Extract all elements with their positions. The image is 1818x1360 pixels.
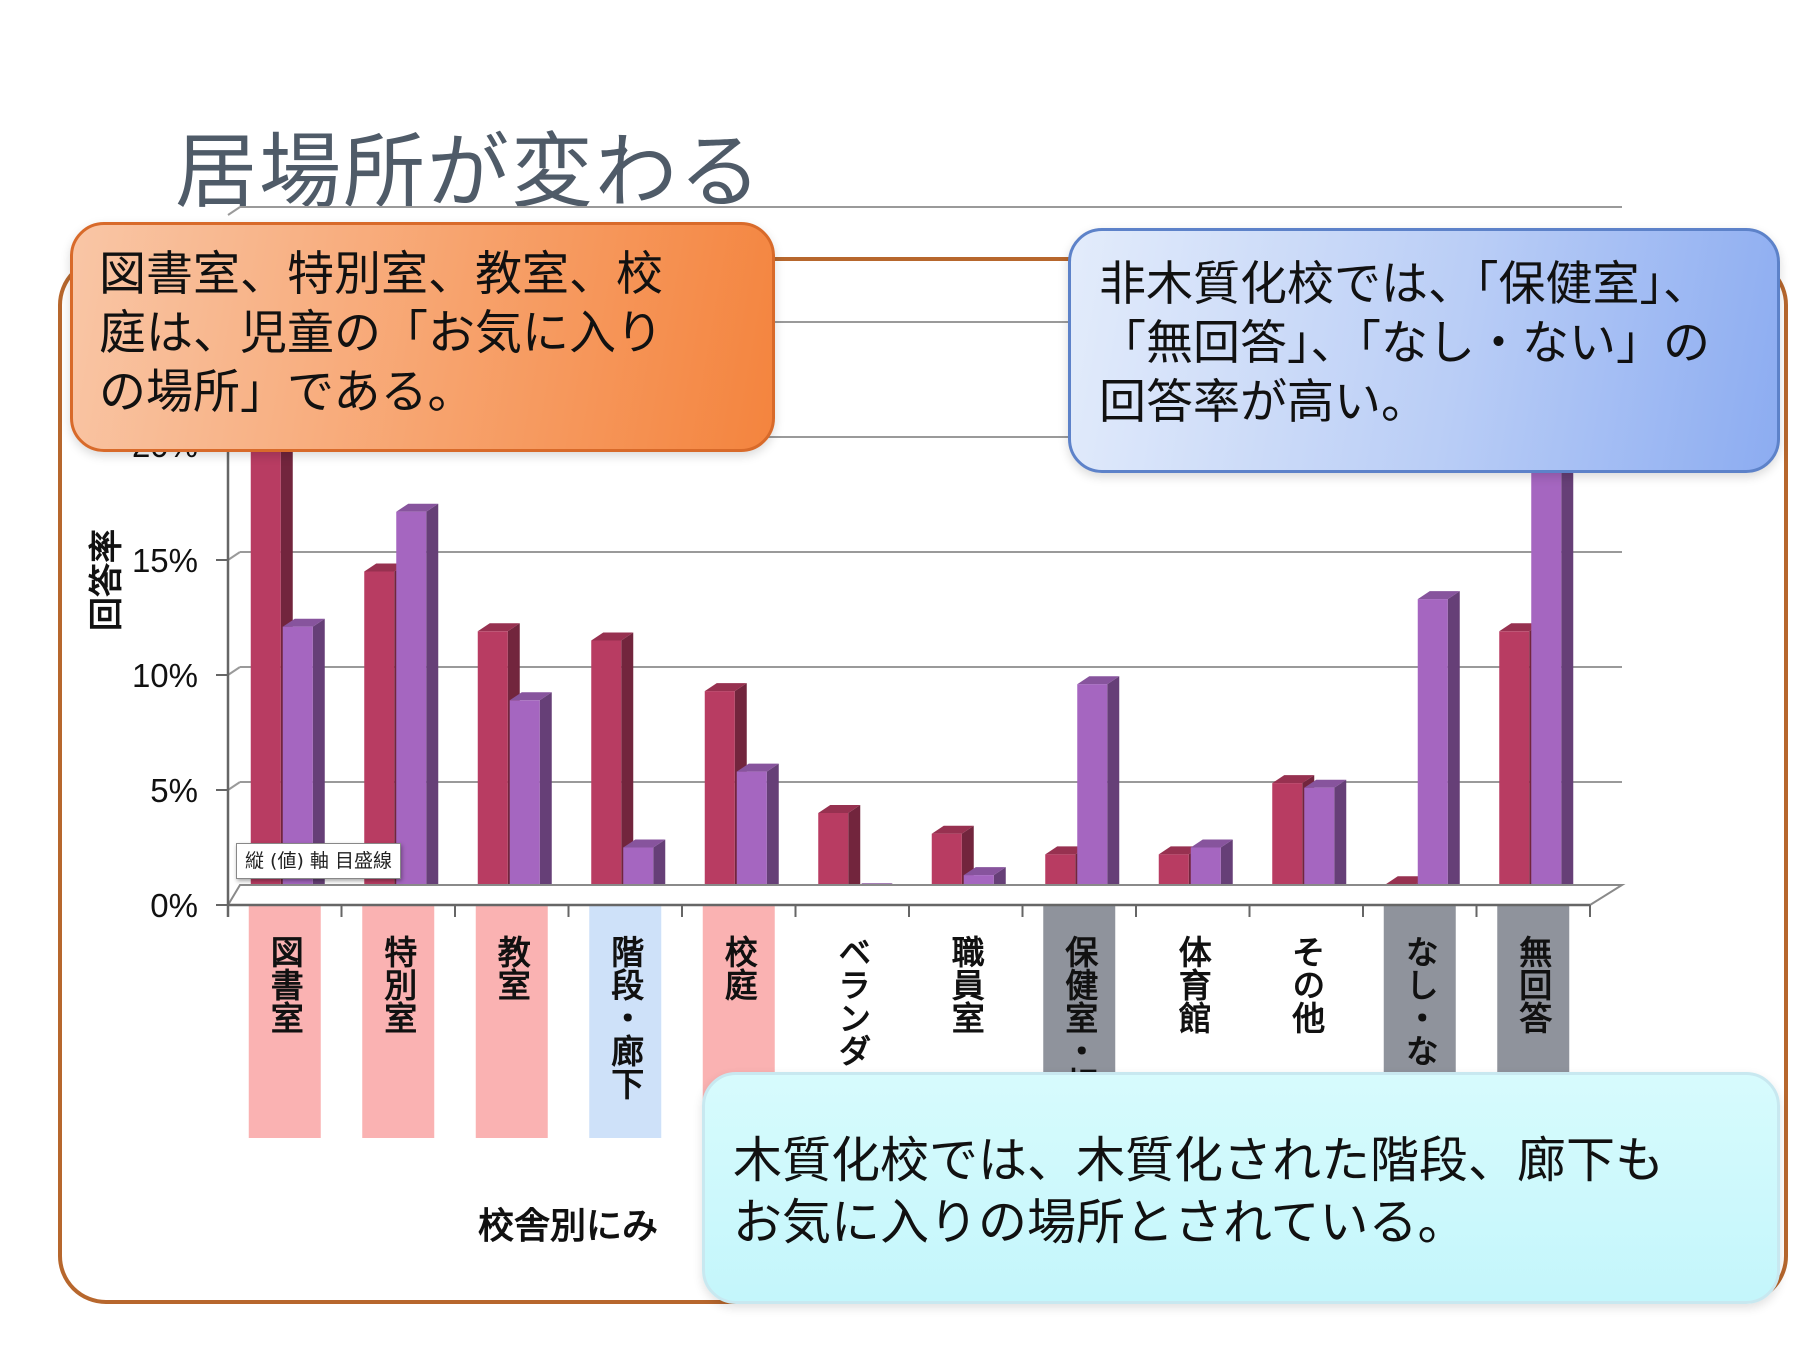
bar-front	[477, 631, 508, 905]
bar-top	[931, 825, 974, 834]
bar-top	[1417, 591, 1460, 600]
bar-side	[312, 618, 325, 905]
bar-side	[426, 503, 439, 905]
gridline-depth	[227, 551, 241, 561]
category-label: 体育館	[1173, 935, 1212, 1034]
y-tick-label: 0%	[150, 887, 198, 924]
gridline-depth	[227, 206, 241, 216]
bar-front	[591, 640, 622, 905]
category-label: 教室	[492, 935, 531, 1001]
y-tick-label: 5%	[150, 772, 198, 809]
bar-top	[1385, 876, 1428, 885]
gridline-depth	[227, 781, 241, 791]
category-highlight	[589, 893, 662, 1138]
bar	[1531, 448, 1574, 905]
bar-top	[1158, 846, 1201, 855]
bar-top	[818, 805, 861, 813]
bar-top	[963, 867, 1006, 876]
category-label: 無回答	[1514, 935, 1553, 1034]
y-tick-label: 10%	[132, 657, 198, 694]
y-tick-label: 15%	[132, 542, 198, 579]
bar-top	[282, 618, 325, 627]
chart-floor	[226, 884, 1626, 906]
callout-line: 図書室、特別室、教室、校	[99, 247, 663, 302]
bar-top	[1190, 839, 1233, 848]
bar-top	[1077, 676, 1120, 685]
bar-front	[396, 511, 427, 905]
callout-cyan: 木質化校では、木質化された階段、廊下も お気に入りの場所とされている。	[702, 1072, 1780, 1304]
category-label: その他	[1287, 935, 1327, 1034]
bar-side	[1447, 591, 1460, 905]
y-tick-labels: 0%5%10%15%20%	[132, 427, 228, 924]
bar-side	[766, 763, 779, 905]
bar-front	[1417, 599, 1448, 905]
bar-side	[621, 632, 634, 905]
bar-side	[539, 692, 552, 905]
category-label: ベランダ	[833, 935, 872, 1067]
category-highlights	[248, 893, 1570, 1233]
bar	[1417, 591, 1460, 905]
category-highlight	[362, 893, 435, 1138]
callout-orange: 図書室、特別室、教室、校 庭は、児童の「お気に入り の場所」である。	[70, 222, 775, 452]
bar-top	[477, 623, 520, 632]
bar-top	[1304, 779, 1347, 788]
bar-top	[704, 683, 747, 692]
bar	[736, 763, 779, 905]
bar-front	[1531, 456, 1562, 905]
bar	[509, 692, 552, 905]
category-label: 階段・廊下	[606, 935, 645, 1100]
callout-line: 「無回答」、「なし・ない」の	[1099, 316, 1710, 372]
bar-side	[848, 805, 861, 905]
category-labels: 図書室 特別室 教室 階段・廊下 校庭 ベランダ 職員室 保健室・相 体育館 その他 なし・ない 無回…	[265, 935, 1553, 1100]
category-label: 特別室	[379, 935, 418, 1034]
category-label: 図書室	[265, 935, 304, 1034]
bar-front	[250, 445, 281, 905]
category-highlight	[475, 893, 548, 1138]
bar-side	[1107, 676, 1120, 905]
callout-line: 木質化校では、木質化された階段、廊下も	[733, 1132, 1665, 1189]
bar-front	[1077, 684, 1108, 905]
bar-top	[1499, 623, 1542, 632]
category-highlight	[248, 893, 321, 1138]
bar-top	[396, 503, 439, 512]
bar-front	[736, 771, 767, 905]
bar-top	[364, 563, 407, 572]
bar-front	[1499, 631, 1530, 905]
callout-blue: 非木質化校では、「保健室」、 「無回答」、「なし・ない」の 回答率が高い。	[1068, 228, 1780, 473]
bar-side	[1334, 779, 1347, 905]
axes	[226, 430, 1626, 917]
bar	[1077, 676, 1120, 905]
bar-top	[1045, 846, 1088, 855]
category-label: 職員室	[946, 935, 985, 1034]
callout-line: 非木質化校では、「保健室」、	[1099, 257, 1710, 312]
bar	[591, 632, 634, 905]
slide-title: 居場所が変わる	[175, 125, 764, 220]
bars	[250, 437, 1574, 905]
bar-side	[1561, 448, 1574, 905]
x-axis-label: 校舎別にみ	[478, 1205, 658, 1246]
bar-top	[1272, 775, 1315, 784]
bar-top	[623, 839, 666, 848]
tooltip-vertical-gridlines: 縦 (値) 軸 目盛線	[236, 843, 401, 879]
bar-top	[509, 692, 552, 701]
callout-line: お気に入りの場所とされている。	[733, 1193, 1467, 1251]
bar	[396, 503, 439, 905]
bar-front	[704, 691, 735, 905]
gridline-depth	[227, 666, 241, 676]
bar-top	[591, 632, 634, 641]
category-label: 校庭	[719, 935, 758, 1001]
callout-line: 庭は、児童の「お気に入り	[99, 306, 663, 362]
y-axis-label: 回答率	[88, 529, 126, 631]
bar-front	[509, 700, 540, 905]
callout-line: 回答率が高い。	[1099, 375, 1428, 431]
bar-top	[736, 763, 779, 772]
callout-line: の場所」である。	[99, 365, 475, 421]
